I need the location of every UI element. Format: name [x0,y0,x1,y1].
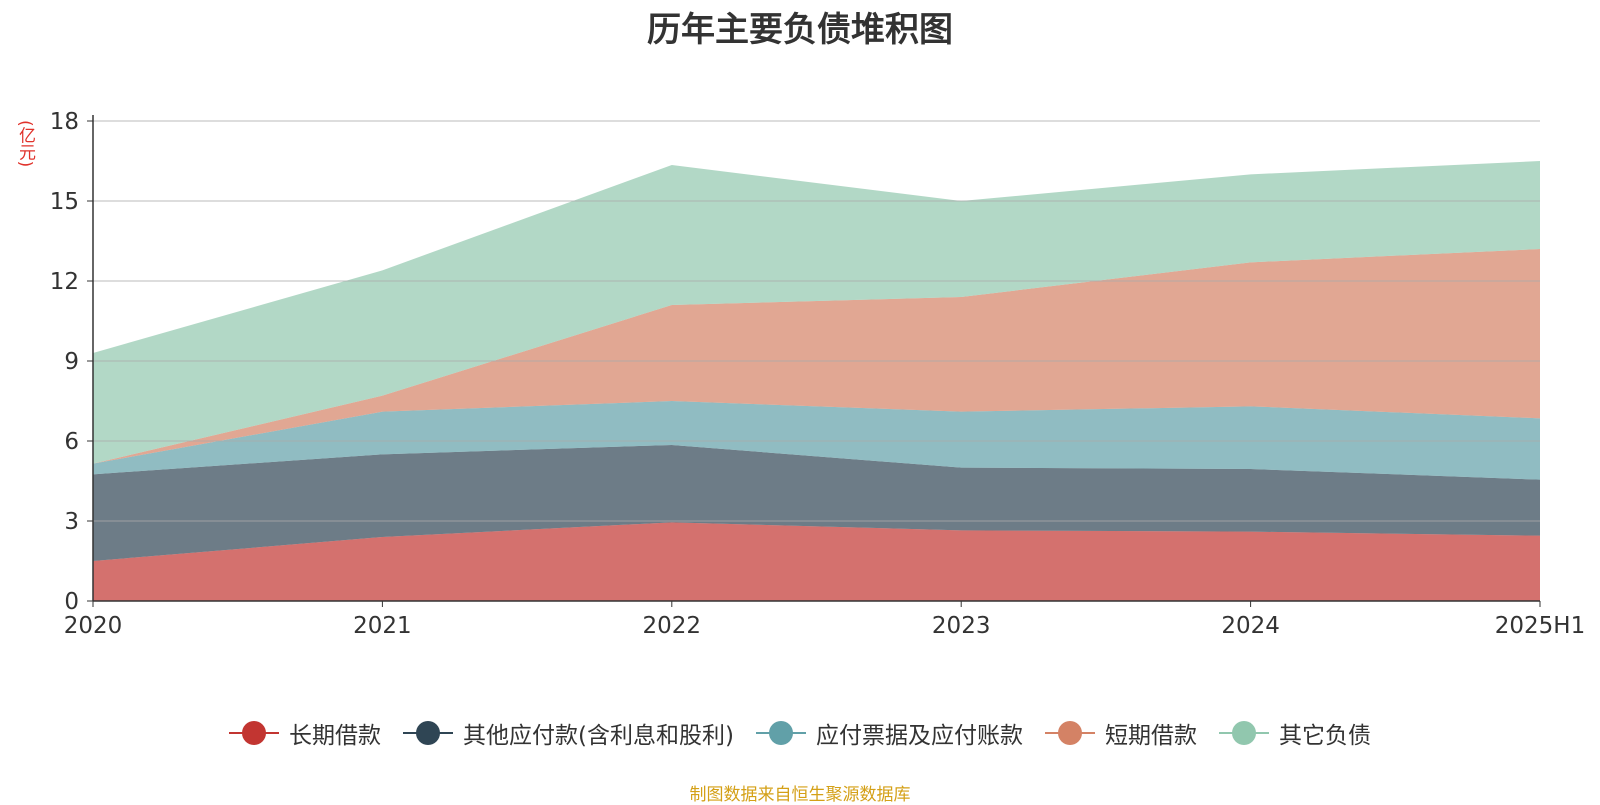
legend-dot [242,721,267,745]
x-tick-label: 2024 [1221,613,1280,639]
legend-item[interactable]: 长期借款 [229,716,381,750]
legend-marker-icon [403,721,454,745]
x-tick-label: 2023 [932,613,991,639]
area-series-4 [93,249,1540,464]
y-axis-unit: (亿元) [15,120,35,168]
legend-dot [416,721,441,745]
legend-marker-icon [1218,721,1269,745]
area-series-2 [93,445,1540,561]
y-tick-label: 15 [50,189,79,215]
legend-label: 其他应付款(含利息和股利) [463,723,734,749]
legend-item[interactable]: 应付票据及应付账款 [755,716,1023,750]
legend-label: 其它负债 [1278,723,1371,749]
y-tick-label: 9 [64,349,79,375]
y-tick-label: 12 [50,269,79,295]
y-tick-label: 3 [64,509,79,535]
legend-label: 长期借款 [289,723,382,749]
legend-item[interactable]: 其他应付款(含利息和股利) [403,716,734,750]
legend: 长期借款 其他应付款(含利息和股利) 应付票据及应付账款 短期借款 其它负债 [0,716,1600,750]
legend-item[interactable]: 其它负债 [1218,716,1371,750]
chart-title: 历年主要负债堆积图 [647,10,953,50]
x-tick-label: 2021 [353,613,412,639]
legend-dot [1231,721,1256,745]
area-series-5 [93,161,1540,464]
x-tick-label: 2025H1 [1495,613,1585,639]
y-tick-label: 6 [64,429,79,455]
legend-item[interactable]: 短期借款 [1044,716,1197,750]
legend-marker-icon [229,721,280,745]
area-series-1 [93,522,1540,601]
source-note: 制图数据来自恒生聚源数据库 [689,785,911,805]
x-tick-label: 2022 [643,613,702,639]
x-tick-label: 2020 [64,613,123,639]
area-series-3 [93,401,1540,480]
legend-label: 应付票据及应付账款 [815,723,1023,749]
y-tick-label: 0 [64,589,79,615]
legend-dot [768,721,793,745]
legend-marker-icon [755,721,806,745]
legend-label: 短期借款 [1104,723,1197,749]
y-tick-label: 18 [50,109,79,135]
legend-marker-icon [1044,721,1095,745]
legend-dot [1057,721,1082,745]
